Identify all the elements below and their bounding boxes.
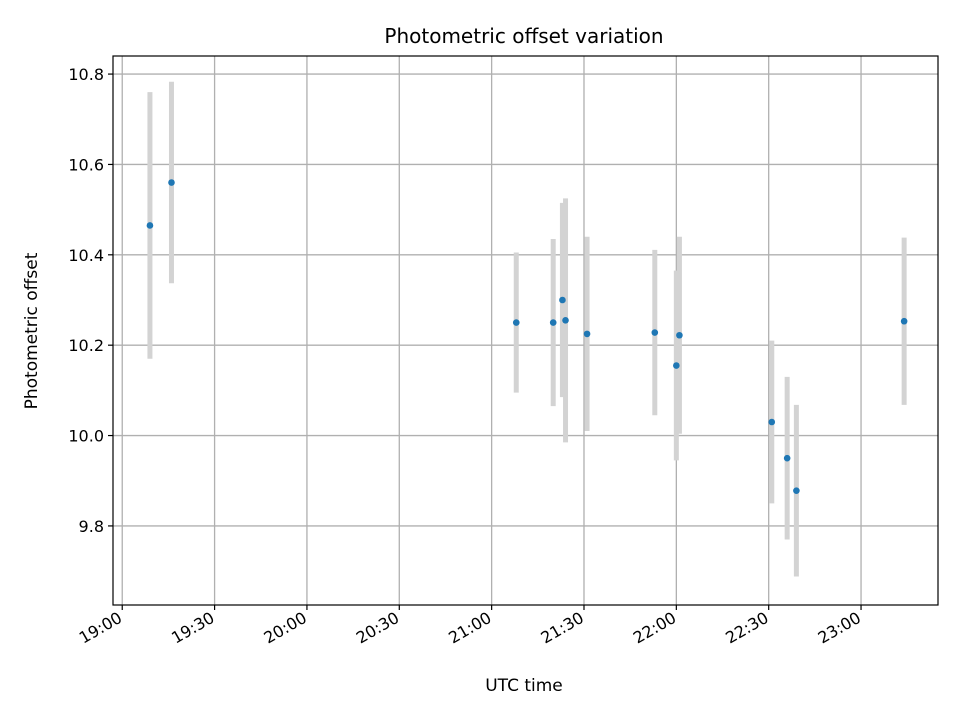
data-point — [146, 222, 154, 229]
x-tick-label: 20:30 — [353, 608, 402, 648]
data-point — [783, 454, 791, 462]
error-bars — [147, 81, 907, 577]
plot-frame — [112, 55, 939, 606]
y-axis-title: Photometric offset — [22, 252, 42, 409]
data-point — [512, 319, 520, 326]
data-point — [559, 296, 566, 304]
x-axis-ticks: 19:00 19:30 20:00 20:30 21:00 21:30 22:00 22:30… — [76, 605, 864, 648]
x-tick-label: 21:30 — [538, 608, 587, 648]
chart-title: Photometric offset variation — [384, 24, 663, 48]
x-axis-title: UTC time — [485, 676, 563, 696]
x-tick-label: 21:00 — [445, 608, 494, 648]
x-tick-label: 22:30 — [722, 608, 771, 648]
x-tick-label: 19:00 — [76, 608, 125, 648]
y-tick-label: 10.4 — [68, 246, 104, 265]
y-tick-label: 10.0 — [68, 427, 104, 446]
x-tick-label: 20:00 — [261, 608, 310, 648]
y-tick-label: 10.6 — [68, 155, 104, 174]
x-tick-label: 19:30 — [168, 608, 217, 648]
data-point — [549, 319, 557, 326]
data-point — [562, 317, 569, 324]
data-points — [146, 179, 908, 494]
y-axis-ticks: 9.8 10.0 10.2 10.4 10.6 10.8 — [68, 65, 113, 536]
y-tick-label: 10.8 — [68, 65, 104, 84]
data-point — [583, 330, 591, 338]
data-point — [900, 317, 908, 325]
y-tick-label: 9.8 — [79, 517, 104, 536]
grid — [113, 56, 938, 605]
data-point — [651, 329, 659, 336]
data-point — [168, 179, 175, 186]
x-tick-label: 22:00 — [630, 608, 679, 648]
y-tick-label: 10.2 — [68, 336, 104, 355]
x-tick-label: 23:00 — [815, 608, 864, 648]
data-point — [768, 418, 776, 426]
data-point — [673, 362, 680, 369]
data-point — [793, 487, 800, 494]
data-point — [676, 331, 683, 339]
